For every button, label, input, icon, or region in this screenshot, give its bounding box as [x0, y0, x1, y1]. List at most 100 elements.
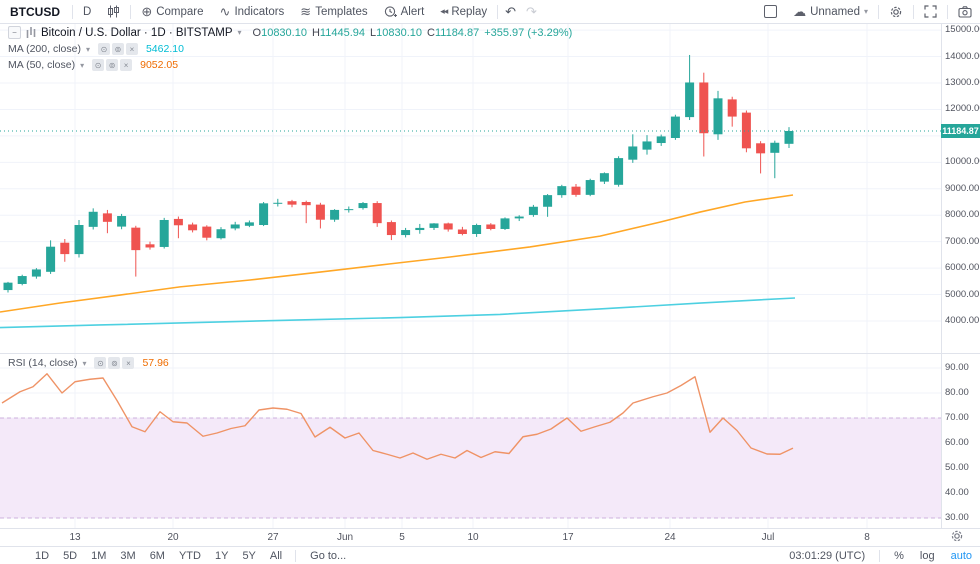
divider	[130, 4, 132, 19]
log-scale-button[interactable]: log	[919, 549, 935, 562]
remove-study-icon[interactable]: ×	[120, 59, 133, 71]
rsi-value: 57.96	[142, 357, 169, 369]
ma-line	[0, 297, 796, 329]
divider	[879, 549, 881, 562]
price-tick-label: 4000.00	[945, 315, 980, 326]
range-button-ytd[interactable]: YTD	[178, 549, 201, 562]
divider	[497, 4, 499, 19]
candle-body	[159, 219, 169, 247]
chevron-down-icon[interactable]: ▾	[85, 44, 90, 54]
undo-button[interactable]: ↶	[505, 3, 517, 19]
settings-button[interactable]	[881, 0, 911, 23]
eye-icon[interactable]: ⊙	[92, 59, 105, 71]
ma-line	[0, 194, 794, 313]
ma50-legend: MA (50, close) ▾ ⊙ ⊚ × 9052.05	[8, 59, 178, 71]
rsi-tick-label: 40.00	[945, 487, 969, 498]
fullscreen-button[interactable]	[916, 0, 945, 23]
candle-body	[301, 201, 311, 206]
chevron-down-icon[interactable]: ▾	[237, 28, 242, 37]
eye-icon[interactable]: ⊙	[97, 43, 110, 55]
cloud-icon: ☁	[793, 4, 807, 19]
candle-body	[273, 202, 283, 204]
range-button-all[interactable]: All	[269, 549, 283, 562]
time-tick-label: 8	[864, 532, 870, 543]
candle-body	[770, 142, 780, 153]
replay-button[interactable]: ◂◂ Replay	[440, 5, 488, 18]
price-tick-label: 13000.00	[945, 76, 980, 88]
compare-button[interactable]: ⊕ Compare	[141, 4, 204, 19]
time-scale[interactable]: 13 20 27 Jun 5 10 17 24 Jul 8	[0, 528, 980, 547]
divider	[72, 4, 73, 19]
price-tick-label: 12000.00	[945, 103, 980, 115]
candle-body	[614, 158, 624, 185]
chart-canvas[interactable]	[0, 24, 941, 528]
range-button-5y[interactable]: 5Y	[242, 549, 256, 562]
percent-scale-button[interactable]: %	[894, 549, 904, 562]
remove-study-icon[interactable]: ×	[122, 357, 135, 369]
candle-body	[259, 203, 269, 226]
goto-button[interactable]: Go to...	[310, 549, 347, 562]
symbol-name[interactable]: BTCUSD	[10, 4, 60, 19]
chevron-down-icon[interactable]: ▾	[80, 60, 85, 70]
study-settings-icon[interactable]: ⊚	[106, 59, 119, 71]
clock[interactable]: 03:01:29 (UTC)	[789, 549, 866, 562]
candle-body	[372, 203, 382, 224]
candle-body	[173, 218, 183, 226]
study-settings-icon[interactable]: ⊚	[111, 43, 124, 55]
rsi-legend: RSI (14, close) ▾ ⊙ ⊚ × 57.96	[8, 357, 169, 369]
redo-button[interactable]: ↷	[526, 3, 537, 19]
chart-style-button[interactable]	[99, 0, 128, 23]
alert-button[interactable]: Alert	[376, 0, 433, 23]
candle-body	[784, 130, 794, 144]
candle-body	[88, 211, 98, 227]
time-tick-label: 10	[467, 532, 479, 543]
range-button-6m[interactable]: 6M	[149, 549, 165, 562]
collapse-legend-icon[interactable]: −	[8, 26, 21, 39]
save-layout-button[interactable]: ☁ Unnamed ▾	[793, 4, 868, 19]
rsi-tick-label: 70.00	[945, 412, 969, 423]
remove-study-icon[interactable]: ×	[125, 43, 138, 55]
price-tick-label: 6000.00	[945, 262, 980, 274]
auto-scale-button[interactable]: auto	[950, 549, 972, 562]
ma200-legend: MA (200, close) ▾ ⊙ ⊚ × 5462.10	[8, 43, 184, 55]
ohlc-low: L10830.10	[370, 26, 423, 39]
axis-settings-gear-icon[interactable]	[950, 529, 966, 545]
price-tick-label: 10000.00	[945, 156, 980, 168]
screenshot-button[interactable]	[950, 0, 980, 23]
indicators-button[interactable]: ∿ Indicators	[219, 4, 285, 19]
eye-icon[interactable]: ⊙	[94, 357, 107, 369]
pane-separator[interactable]	[0, 353, 980, 354]
interval-button[interactable]: D	[83, 5, 92, 18]
candle-body	[46, 246, 56, 272]
candle-body	[216, 229, 226, 239]
ma50-value: 9052.05	[140, 59, 179, 71]
rsi-tick-label: 60.00	[945, 437, 969, 448]
price-tick-label: 5000.00	[945, 288, 980, 300]
chevron-down-icon[interactable]: ▾	[82, 358, 87, 368]
ma200-label[interactable]: MA (200, close)	[8, 43, 81, 55]
range-button-1y[interactable]: 1Y	[214, 549, 229, 562]
candle-body	[585, 180, 595, 195]
study-settings-icon[interactable]: ⊚	[108, 357, 121, 369]
candle-body	[727, 99, 737, 117]
candle-body	[202, 226, 212, 238]
range-button-1d[interactable]: 1D	[35, 549, 50, 562]
rsi-label[interactable]: RSI (14, close)	[8, 357, 78, 369]
range-button-5d[interactable]: 5D	[63, 549, 78, 562]
candle-body	[557, 186, 567, 196]
rsi-tick-label: 80.00	[945, 387, 969, 398]
ma50-label[interactable]: MA (50, close)	[8, 59, 76, 71]
symbol-title[interactable]: Bitcoin / U.S. Dollar · 1D · BITSTAMP	[41, 26, 233, 39]
series-type-icon	[26, 27, 36, 38]
ohlc-high: H11445.94	[311, 26, 365, 39]
candle-body	[74, 225, 84, 255]
main-series-legend: − Bitcoin / U.S. Dollar · 1D · BITSTAMP …	[8, 26, 572, 39]
templates-button[interactable]: ≋ Templates	[300, 4, 368, 19]
rsi-tick-label: 90.00	[945, 362, 969, 373]
range-button-1m[interactable]: 1M	[91, 549, 107, 562]
rsi-tick-label: 30.00	[945, 512, 969, 523]
layout-grid-button[interactable]	[756, 0, 785, 23]
range-button-3m[interactable]: 3M	[120, 549, 136, 562]
candle-body	[670, 116, 680, 139]
divider	[947, 4, 948, 19]
